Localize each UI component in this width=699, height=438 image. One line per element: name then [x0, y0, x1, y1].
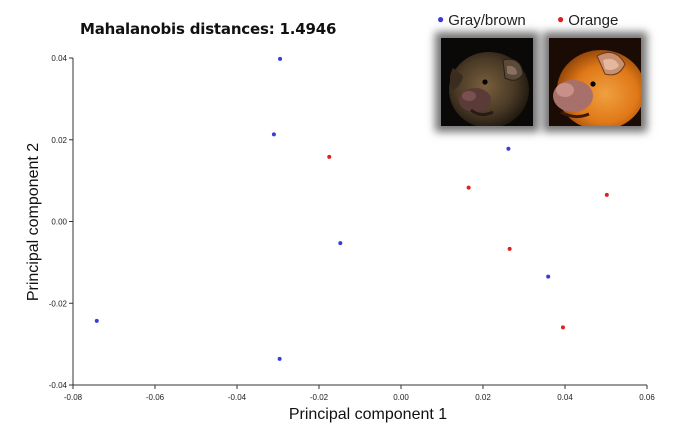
data-point-orange [560, 325, 565, 330]
legend-gray-label: Gray/brown [448, 12, 526, 29]
legend-gray-marker: ● [437, 12, 445, 26]
x-tick-label: -0.02 [310, 393, 329, 402]
data-point-orange [604, 192, 609, 197]
data-point-orange [327, 154, 332, 159]
data-point-gray-brown [277, 356, 282, 361]
orange-bat-photo [549, 38, 641, 126]
y-tick-label: 0.02 [51, 136, 67, 145]
legend-gray: ● Gray/brown [437, 12, 526, 29]
data-point-gray-brown [271, 132, 276, 137]
data-point-gray-brown [506, 146, 511, 151]
x-tick-label: 0.02 [475, 393, 491, 402]
data-point-gray-brown [94, 318, 99, 323]
gray-brown-bat-photo [441, 38, 533, 126]
y-tick-label: -0.02 [49, 299, 68, 308]
legend-orange-marker: ● [557, 12, 565, 26]
x-axis-label: Principal component 1 [289, 406, 447, 423]
x-tick-label: -0.06 [146, 393, 165, 402]
x-tick-label: 0.00 [393, 393, 409, 402]
data-point-orange [466, 185, 471, 190]
legend-orange: ● Orange [557, 12, 618, 29]
legend-orange-label: Orange [568, 12, 619, 29]
x-tick-label: -0.04 [228, 393, 247, 402]
y-tick-label: -0.04 [49, 381, 68, 390]
chart-title: Mahalanobis distances: 1.4946 [80, 20, 337, 38]
data-point-orange [507, 246, 512, 251]
y-tick-label: 0.00 [51, 218, 67, 227]
data-point-gray-brown [278, 56, 283, 61]
x-tick-label: -0.08 [64, 393, 83, 402]
y-tick-label: 0.04 [51, 54, 67, 63]
x-tick-label: 0.06 [639, 393, 655, 402]
y-axis-label: Principal component 2 [25, 143, 42, 301]
x-tick-label: 0.04 [557, 393, 573, 402]
data-point-gray-brown [546, 274, 551, 279]
data-point-gray-brown [338, 241, 343, 246]
